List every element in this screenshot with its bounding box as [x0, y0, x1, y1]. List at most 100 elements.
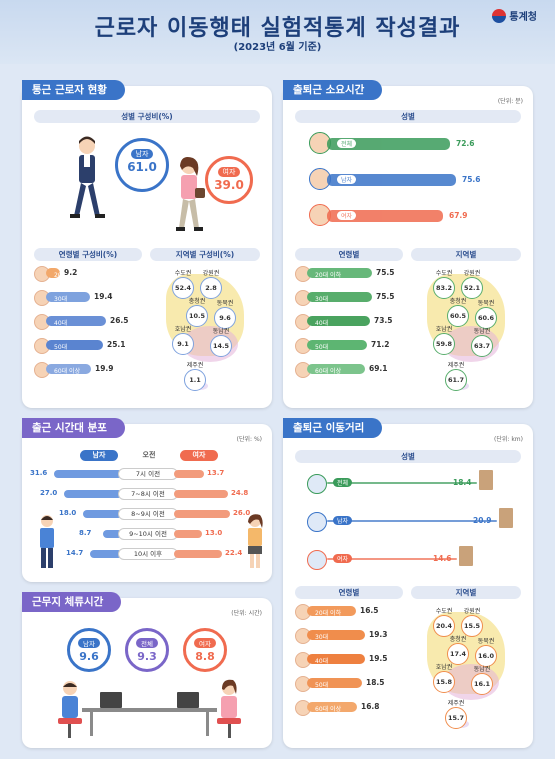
time-age-section: 연령별 — [295, 248, 403, 261]
departure-panel: 출근 시간대 분포 (단위: %) 남자 오전 여자 31.6 7시 이전 13.7… — [22, 418, 272, 582]
age-bar-value: 18.5 — [366, 678, 385, 687]
age-bar-label: 40대 — [54, 320, 68, 327]
age-bar: 60대 이상 — [46, 364, 91, 375]
female-time-value: 67.9 — [449, 211, 468, 220]
time-slot-label: 7~8시 이전 — [118, 488, 178, 500]
female-departure-value: 24.8 — [231, 489, 249, 497]
female-departure-bar — [174, 510, 230, 518]
age-bar-value: 75.5 — [376, 292, 395, 301]
region-name: 동남권 — [473, 666, 491, 673]
age-bar: 20대 이하 — [46, 268, 80, 279]
work-hours-panel: 근무지 체류시간 (단위: 시간) 남자 9.6 전체 9.3 여자 8.8 — [22, 592, 272, 748]
total-time-value: 72.6 — [456, 139, 475, 148]
region-name: 제주권 — [447, 362, 465, 369]
header: 근로자 이동행태 실험적통계 작성결과 (2023년 6월 기준) 통계청 — [0, 0, 555, 64]
age-bar-label: 50대 — [315, 682, 329, 689]
region-name: 강원권 — [202, 270, 220, 277]
distance-panel: 출퇴근 이동거리 (단위: km) 성별 전체 18.4 남자 20.9 여자 14.6 … — [283, 418, 533, 748]
male-building-icon — [499, 508, 513, 528]
time-slot-label: 9~10시 이전 — [118, 528, 178, 540]
region-value-pin: 52.4 — [172, 277, 194, 299]
female-distance-value: 14.6 — [433, 554, 452, 563]
office-desk-illustration — [58, 679, 241, 738]
taegeuk-icon — [492, 8, 507, 23]
female-distance-line — [327, 558, 457, 560]
region-name: 충청권 — [188, 298, 206, 305]
time-slot-label: 8~9시 이전 — [118, 508, 178, 520]
office-woman-illustration — [248, 514, 263, 568]
age-bar: 50대 — [46, 340, 103, 351]
walking-woman-illustration — [176, 157, 205, 231]
departure-title: 출근 시간대 분포 — [22, 418, 125, 438]
age-bar-label: 40대 — [315, 658, 329, 665]
region-value-pin: 17.4 — [447, 643, 469, 665]
female-hours-value: 8.8 — [195, 650, 215, 663]
age-bar-value: 69.1 — [369, 364, 388, 373]
male-column-label: 남자 — [80, 450, 118, 461]
male-distance-line — [327, 520, 497, 522]
work-hours-unit: (단위: 시간) — [231, 610, 262, 617]
work-hours-title: 근무지 체류시간 — [22, 592, 122, 612]
female-column-label: 여자 — [180, 450, 218, 461]
region-name: 충청권 — [449, 298, 467, 305]
male-departure-value: 8.7 — [79, 529, 92, 537]
region-name: 동남권 — [212, 328, 230, 335]
age-bar-label: 60대 이상 — [315, 706, 342, 713]
total-commuter-icon — [307, 474, 327, 494]
region-value-pin: 60.6 — [475, 307, 497, 329]
female-departure-value: 13.0 — [205, 529, 223, 537]
age-bar: 30대 — [46, 292, 90, 303]
age-bar: 40대 — [307, 316, 370, 327]
commute-time-unit: (단위: 분) — [497, 98, 523, 105]
am-column-label: 오전 — [142, 451, 156, 459]
region-value-pin: 15.7 — [445, 707, 467, 729]
age-bar-label: 50대 — [54, 344, 68, 351]
age-bar-label: 20대 이하 — [54, 272, 81, 279]
total-hours-label: 전체 — [136, 638, 158, 648]
male-departure-bar — [83, 510, 122, 518]
male-departure-bar — [90, 550, 122, 558]
female-ratio-badge: 여자 39.0 — [205, 156, 253, 204]
female-value: 39.0 — [214, 178, 244, 192]
distance-unit: (단위: km) — [494, 436, 523, 443]
male-hours-value: 9.6 — [79, 650, 99, 663]
region-value-pin: 63.7 — [471, 335, 493, 357]
region-name: 수도권 — [435, 608, 453, 615]
region-value-pin: 20.4 — [433, 615, 455, 637]
region-name: 제주권 — [186, 362, 204, 369]
age-bar-value: 73.5 — [374, 316, 393, 325]
female-hours-badge: 여자 8.8 — [183, 628, 227, 672]
region-name: 수도권 — [435, 270, 453, 277]
age-bar-value: 16.5 — [360, 606, 379, 615]
total-time-label: 전체 — [337, 139, 357, 148]
region-name: 제주권 — [447, 700, 465, 707]
female-distance-label: 여자 — [333, 554, 353, 563]
region-value-pin: 59.8 — [433, 333, 455, 355]
age-bar-label: 50대 — [315, 344, 329, 351]
female-departure-bar — [174, 550, 222, 558]
female-label: 여자 — [217, 167, 241, 177]
male-value: 61.0 — [127, 160, 157, 174]
region-name: 호남권 — [435, 326, 453, 333]
region-value-pin: 14.5 — [210, 335, 232, 357]
region-value-pin: 83.2 — [433, 277, 455, 299]
age-bar-value: 19.9 — [95, 364, 114, 373]
age-bar: 60대 이상 — [307, 702, 357, 713]
male-departure-bar — [103, 530, 122, 538]
age-bar-value: 16.8 — [361, 702, 380, 711]
region-value-pin: 15.8 — [433, 671, 455, 693]
female-time-bar: 여자 — [327, 210, 443, 222]
total-hours-value: 9.3 — [137, 650, 157, 663]
region-section-label: 지역별 구성비(%) — [150, 248, 260, 261]
departure-unit: (단위: %) — [236, 436, 262, 443]
age-bar: 30대 — [307, 630, 365, 641]
female-departure-bar — [174, 530, 202, 538]
male-time-label: 남자 — [337, 175, 357, 184]
female-commuter-icon — [307, 550, 327, 570]
age-bar-label: 30대 — [315, 296, 329, 303]
male-departure-value: 18.0 — [59, 509, 77, 517]
age-bar: 40대 — [307, 654, 365, 665]
male-departure-bar — [64, 490, 122, 498]
distance-age-section: 연령별 — [295, 586, 403, 599]
gender-section-label: 성별 구성비(%) — [34, 110, 260, 123]
